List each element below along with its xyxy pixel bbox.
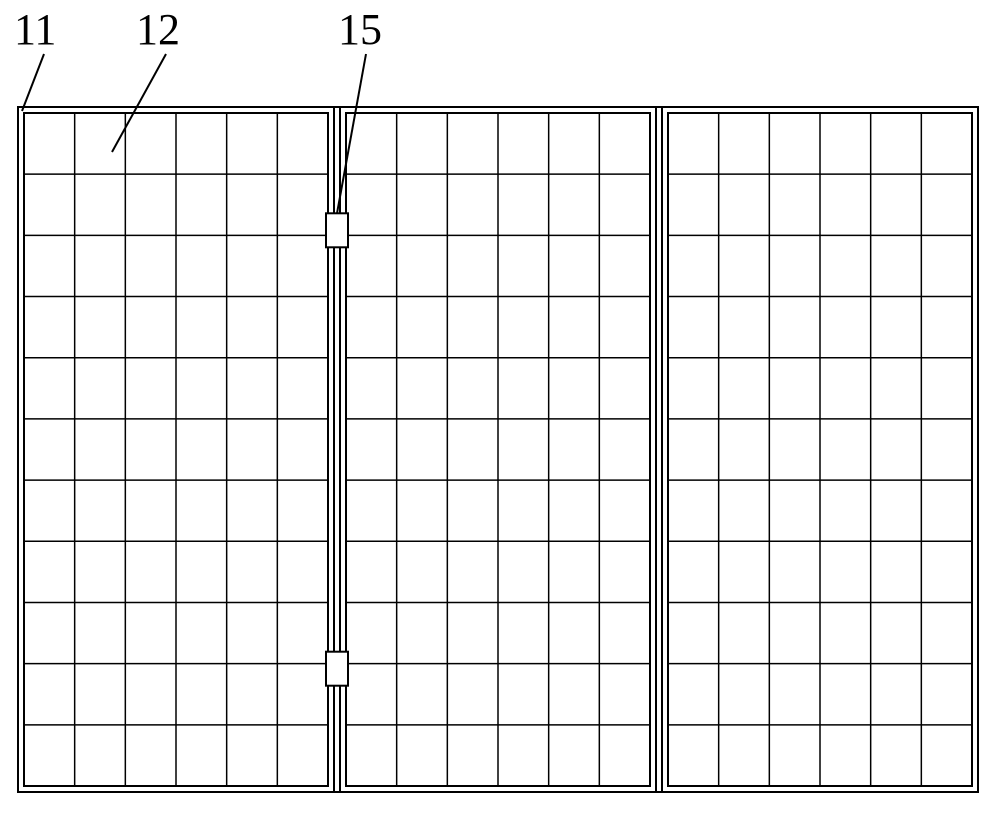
diagram-svg bbox=[0, 0, 1000, 814]
diagram-root: 11 12 15 bbox=[0, 0, 1000, 814]
callout-label-12: 12 bbox=[136, 8, 180, 52]
callout-label-15: 15 bbox=[338, 8, 382, 52]
callout-label-11: 11 bbox=[14, 8, 56, 52]
